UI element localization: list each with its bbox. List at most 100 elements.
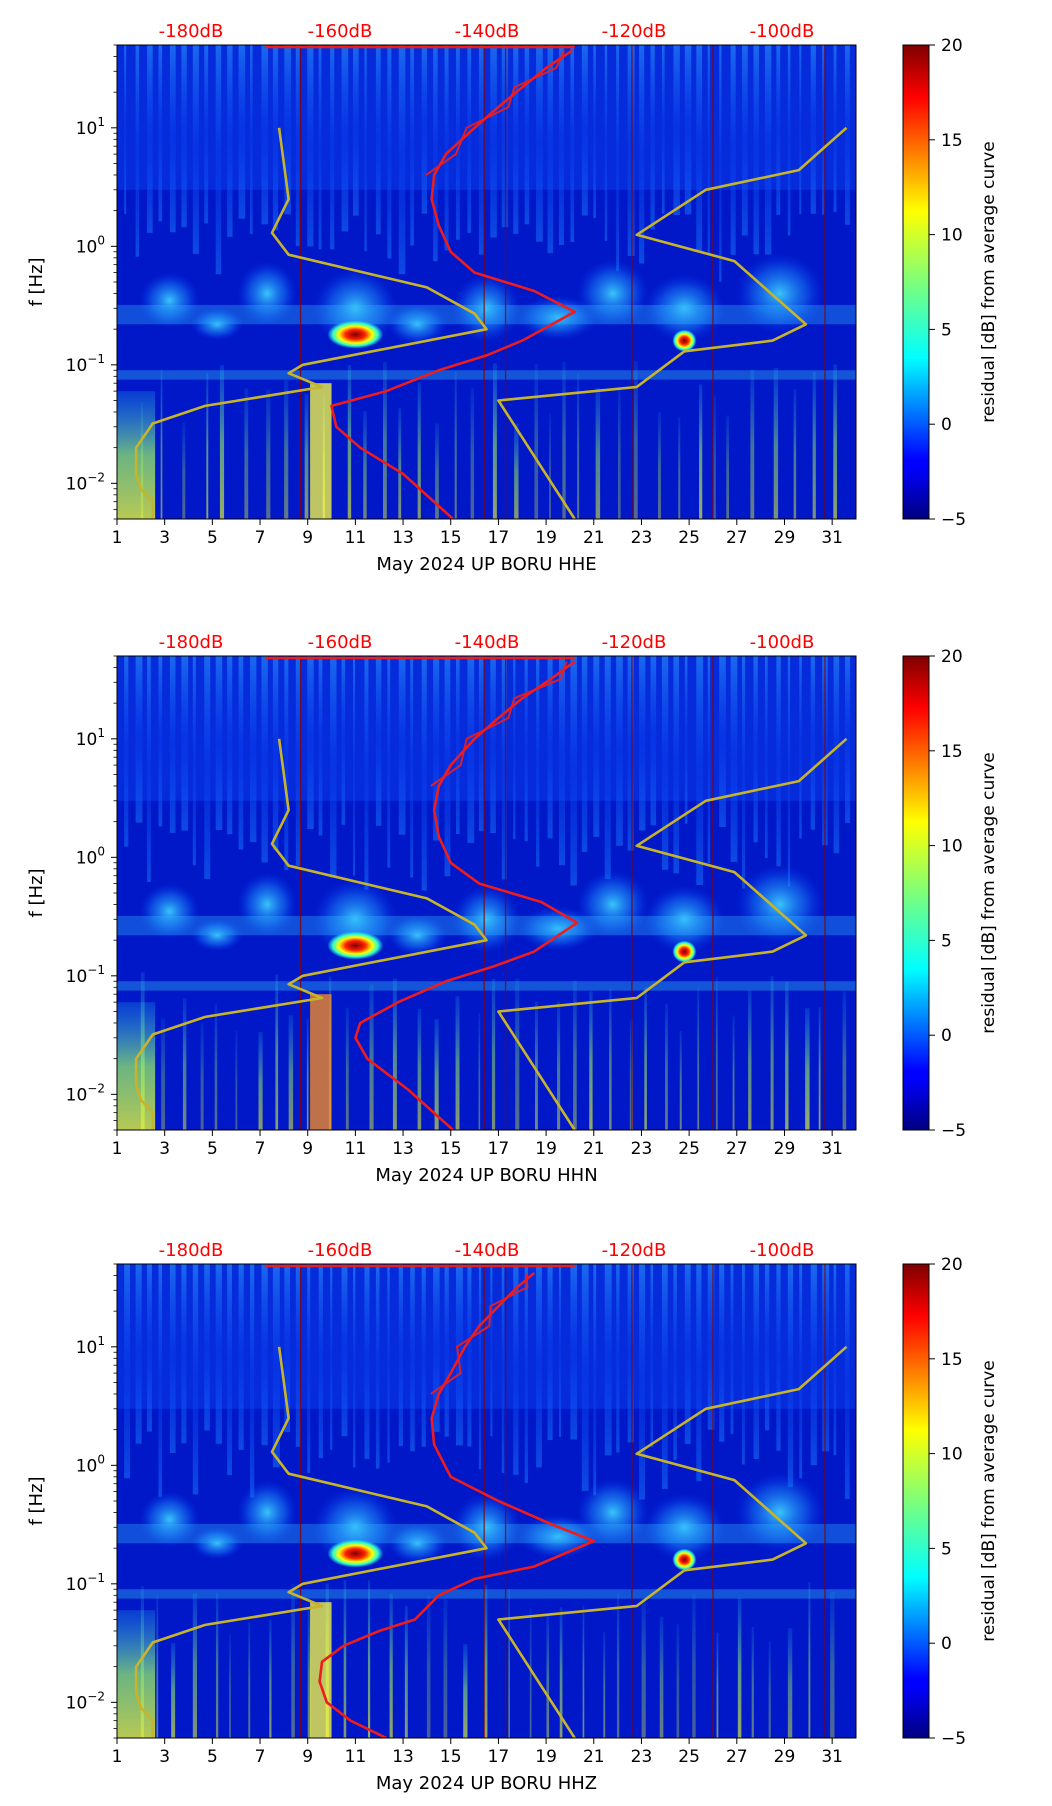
noise-streak [627, 656, 634, 851]
noise-streak [764, 1264, 770, 1431]
db-scale-label: -100dB [750, 1240, 815, 1261]
noise-streak [513, 1264, 519, 1475]
lowfreq-spike [644, 986, 647, 1130]
db-scale-label: -160dB [308, 632, 373, 653]
x-tick-label: 21 [583, 528, 605, 548]
noise-streak [776, 45, 781, 215]
lowfreq-spike [182, 998, 187, 1130]
lowfreq-spike [284, 379, 289, 519]
lowfreq-spike [732, 1015, 735, 1130]
noise-streak [650, 656, 657, 826]
lowfreq-spike [478, 1013, 481, 1130]
microseism-band [117, 915, 856, 936]
noise-streak [616, 45, 619, 272]
plot-area [117, 45, 856, 519]
microseism-glow [452, 885, 521, 954]
noise-streak [524, 656, 528, 842]
microseism-glow [191, 919, 244, 952]
noise-streak [639, 1264, 646, 1500]
colorbar-tick-label: 10 [941, 837, 963, 857]
colorbar-tick-label: 5 [941, 320, 952, 340]
microseism-band [117, 1523, 856, 1544]
lowfreq-spike [676, 1624, 680, 1738]
noise-streak [604, 1264, 612, 1456]
noise-streak [307, 1264, 311, 1473]
noise-streak [799, 1264, 803, 1479]
lowfreq-spike [161, 1018, 166, 1130]
x-tick-label: 3 [159, 1747, 170, 1767]
noise-streak [593, 45, 596, 219]
microseism-glow [387, 915, 448, 956]
lowfreq-spike [515, 978, 520, 1130]
noise-streak [272, 1264, 280, 1468]
noise-streak [387, 656, 391, 868]
noise-streak [192, 45, 199, 254]
x-tick-label: 29 [774, 1139, 796, 1159]
noise-streak [627, 1264, 634, 1443]
noise-streak [135, 45, 140, 257]
yellow-model-curve [134, 127, 488, 519]
lowfreq-spike [641, 1598, 646, 1738]
lowfreq-spike [577, 373, 580, 519]
x-tick-label: 11 [345, 1139, 367, 1159]
y-tick-label: 10−2 [66, 1689, 105, 1713]
x-tick-label: 5 [207, 528, 218, 548]
lowfreq-spike [616, 1593, 620, 1738]
noise-streak [639, 656, 646, 831]
lowfreq-spike [214, 1004, 218, 1130]
lowfreq-spike [726, 415, 730, 519]
noise-streak [833, 45, 837, 212]
x-tick-label: 19 [535, 1747, 557, 1767]
noise-streak [330, 656, 337, 878]
lowfreq-spike [463, 1644, 468, 1738]
noise-streak [845, 45, 850, 225]
x-tick-label: 9 [302, 528, 313, 548]
lowfreq-spike [345, 1007, 349, 1130]
noise-streak [684, 1264, 691, 1444]
lowfreq-spike [275, 974, 279, 1130]
colorbar-tick-label: 5 [941, 931, 952, 951]
db-scale-label: -100dB [750, 632, 815, 653]
noise-streak [330, 1264, 333, 1450]
lowfreq-spike [160, 369, 163, 519]
colorbar-tick-label: 20 [941, 1255, 963, 1275]
lowfreq-spike [492, 363, 497, 519]
lowfreq-spike [235, 1031, 238, 1130]
x-axis-label: May 2024 UP BORU HHN [375, 1165, 597, 1186]
noise-streak [318, 45, 322, 250]
noise-streak [742, 45, 748, 236]
lowfreq-spike [582, 1605, 585, 1738]
noise-streak [295, 45, 300, 247]
x-tick-label: 17 [488, 1139, 510, 1159]
noise-streak [250, 656, 257, 843]
db-scale-label: -120dB [602, 21, 667, 42]
noise-streak [684, 45, 692, 215]
microseism-glow [237, 261, 298, 326]
y-tick-label: 10−2 [66, 1081, 105, 1105]
noise-streak [147, 45, 153, 233]
x-tick-label: 11 [345, 1747, 367, 1767]
noise-streak [547, 45, 554, 254]
y-tick-label: 100 [76, 1452, 105, 1476]
lowfreq-spike [443, 1598, 448, 1738]
noise-streak [227, 656, 233, 835]
noise-streak [295, 1264, 301, 1447]
y-tick-label: 10−1 [66, 1571, 105, 1595]
y-tick-label: 100 [76, 844, 105, 868]
red-curve-jitter [430, 661, 568, 787]
lowfreq-spike [770, 976, 774, 1130]
noise-streak [353, 45, 359, 216]
noise-streak [410, 656, 414, 878]
noise-streak [833, 656, 840, 854]
lowfreq-spike [562, 361, 566, 519]
lowfreq-spike [617, 388, 621, 519]
microseism-glow [735, 1472, 824, 1553]
lowfreq-spike [692, 1593, 696, 1738]
noise-streak [410, 1264, 415, 1452]
microseism-glow [139, 883, 200, 940]
lowfreq-spike [609, 988, 612, 1130]
noise-streak [421, 45, 427, 214]
microseism-glow [191, 308, 244, 341]
hotspot [327, 931, 384, 960]
lowfreq-burst [310, 994, 332, 1130]
